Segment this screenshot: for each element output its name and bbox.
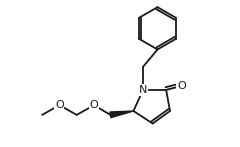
Text: N: N (139, 85, 147, 95)
Text: O: O (90, 100, 98, 110)
Text: O: O (55, 100, 64, 110)
Text: O: O (177, 81, 186, 91)
Polygon shape (110, 111, 133, 118)
